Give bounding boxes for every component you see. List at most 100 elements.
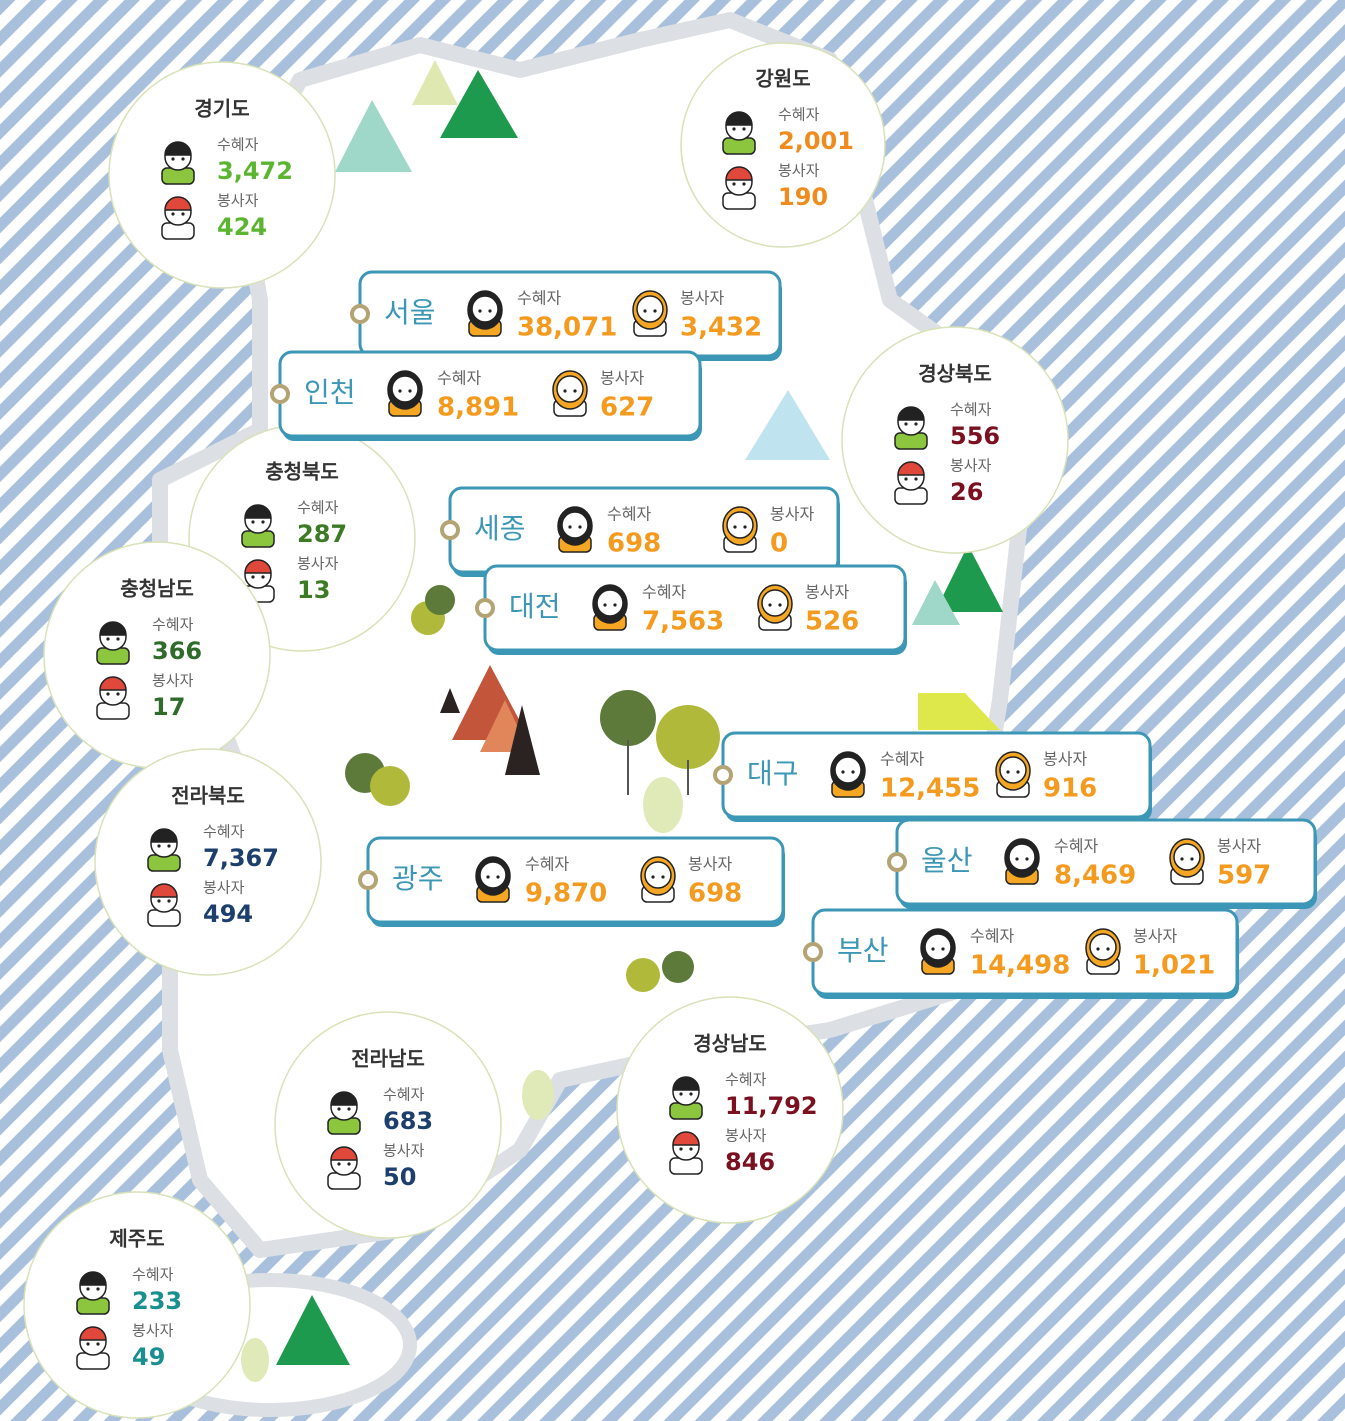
- volunteers-label: 봉사자: [600, 369, 644, 388]
- icon-hair: [164, 196, 192, 211]
- icon-eye: [157, 899, 161, 903]
- icon-eye: [679, 1147, 683, 1151]
- female-icon: [757, 584, 793, 631]
- icon-face: [761, 589, 789, 617]
- icon-face: [1008, 843, 1036, 871]
- icon-eye: [488, 309, 492, 313]
- province-name: 충청북도: [265, 460, 339, 484]
- icon-hair: [330, 1146, 358, 1161]
- icon-eye: [96, 1342, 100, 1346]
- volunteers-label: 봉사자: [688, 855, 732, 874]
- recipients-label: 수혜자: [383, 1086, 425, 1104]
- icon-eye: [841, 770, 845, 774]
- icon-eye: [941, 947, 945, 951]
- female-icon: [1004, 838, 1040, 885]
- icon-eye: [679, 1092, 683, 1096]
- volunteers-label: 봉사자: [217, 192, 259, 210]
- icon-face: [556, 375, 584, 403]
- recipients-label: 수혜자: [1054, 837, 1098, 856]
- recipients-label: 수혜자: [950, 401, 992, 419]
- icon-face: [479, 861, 507, 889]
- icon-face: [596, 589, 624, 617]
- volunteers-value: 627: [600, 393, 654, 423]
- volunteers-value: 190: [778, 183, 828, 211]
- icon-hair: [244, 504, 272, 519]
- volunteers-label: 봉사자: [778, 162, 820, 180]
- icon-eye: [167, 899, 171, 903]
- volunteers-label: 봉사자: [1133, 927, 1177, 946]
- volunteers-value: 26: [950, 478, 983, 506]
- card-dot: [440, 520, 460, 540]
- volunteers-value: 597: [1217, 861, 1271, 891]
- city-name: 인천: [304, 376, 356, 409]
- icon-eye: [261, 520, 265, 524]
- volunteers-value: 1,021: [1133, 951, 1215, 981]
- icon-eye: [743, 525, 747, 529]
- icon-eye: [106, 692, 110, 696]
- icon-eye: [1015, 857, 1019, 861]
- city-name: 광주: [392, 862, 444, 895]
- icon-face: [726, 511, 754, 539]
- volunteers-value: 846: [725, 1148, 775, 1176]
- icon-eye: [1016, 770, 1020, 774]
- province-name: 경상남도: [693, 1032, 767, 1056]
- recipients-value: 38,071: [517, 313, 617, 343]
- icon-eye: [914, 477, 918, 481]
- card-dot: [887, 852, 907, 872]
- recipients-label: 수혜자: [778, 106, 820, 124]
- icon-eye: [778, 603, 782, 607]
- city-card: 부산 수혜자 14,498 봉사자 1,021: [803, 908, 1239, 999]
- volunteers-value: 49: [132, 1343, 165, 1371]
- icon-eye: [496, 875, 500, 879]
- person-icon: [722, 111, 756, 155]
- icon-eye: [578, 525, 582, 529]
- recipients-label: 수혜자: [525, 855, 569, 874]
- person-icon: [96, 676, 130, 720]
- icon-hair: [79, 1271, 107, 1286]
- icon-eye: [733, 525, 737, 529]
- icon-face: [471, 295, 499, 323]
- icon-eye: [106, 637, 110, 641]
- icon-hair: [330, 1091, 358, 1106]
- person-icon: [161, 141, 195, 185]
- icon-eye: [181, 212, 185, 216]
- volunteers-value: 0: [770, 529, 788, 559]
- female-icon: [552, 370, 588, 417]
- card-dot: [350, 304, 370, 324]
- icon-hair: [897, 461, 925, 476]
- volunteers-label: 봉사자: [203, 879, 245, 897]
- icon-eye: [171, 212, 175, 216]
- icon-hair: [725, 166, 753, 181]
- recipients-value: 556: [950, 422, 1000, 450]
- person-icon: [894, 406, 928, 450]
- icon-eye: [568, 525, 572, 529]
- recipients-value: 12,455: [880, 774, 980, 804]
- icon-eye: [251, 520, 255, 524]
- female-icon: [592, 584, 628, 631]
- person-icon: [147, 883, 181, 927]
- recipients-label: 수혜자: [203, 823, 245, 841]
- icon-eye: [904, 422, 908, 426]
- female-icon: [467, 290, 503, 337]
- volunteers-label: 봉사자: [725, 1127, 767, 1145]
- city-card: 광주 수혜자 9,870 봉사자 698: [358, 836, 785, 927]
- icon-hair: [672, 1076, 700, 1091]
- recipients-value: 11,792: [725, 1092, 818, 1120]
- recipients-label: 수혜자: [607, 505, 651, 524]
- person-icon: [669, 1076, 703, 1120]
- province-name: 제주도: [109, 1227, 164, 1251]
- person-icon: [327, 1146, 361, 1190]
- icon-eye: [116, 692, 120, 696]
- icon-eye: [86, 1287, 90, 1291]
- icon-eye: [347, 1107, 351, 1111]
- recipients-label: 수혜자: [642, 583, 686, 602]
- card-dot: [270, 384, 290, 404]
- recipients-value: 7,563: [642, 607, 724, 637]
- recipients-label: 수혜자: [297, 499, 339, 517]
- recipients-value: 7,367: [203, 844, 279, 872]
